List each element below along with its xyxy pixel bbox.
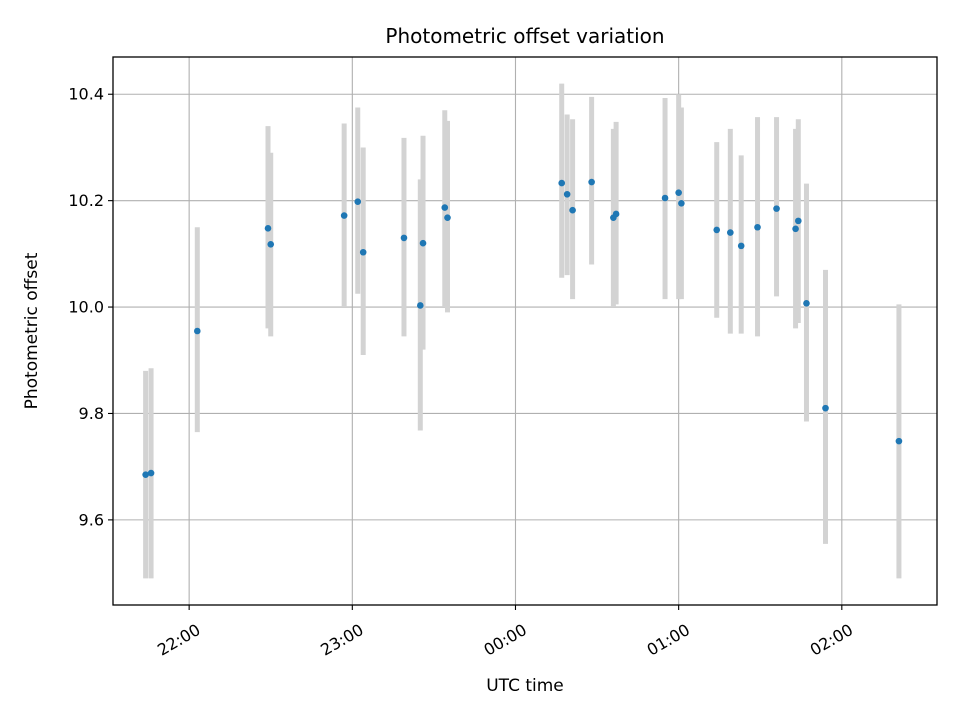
data-point <box>773 205 780 212</box>
data-point <box>822 404 829 412</box>
data-point <box>588 178 595 186</box>
y-axis-label: Photometric offset <box>22 252 42 409</box>
data-point <box>264 225 272 232</box>
data-point <box>569 206 576 214</box>
y-tick-label: 9.8 <box>79 404 104 423</box>
data-point <box>563 190 571 198</box>
data-point <box>267 240 275 248</box>
data-point <box>678 200 685 207</box>
data-point <box>359 248 367 256</box>
data-point <box>795 217 802 225</box>
data-point <box>444 214 451 221</box>
plot-frame <box>112 56 938 606</box>
data-point <box>754 223 761 231</box>
data-point <box>142 471 149 478</box>
data-points <box>142 178 903 478</box>
y-tick-label: 10.0 <box>68 298 104 317</box>
data-point <box>558 179 566 187</box>
data-point <box>737 242 745 250</box>
data-point <box>417 302 424 309</box>
chart-title: Photometric offset variation <box>385 24 664 48</box>
data-point <box>354 198 362 206</box>
data-point <box>803 300 810 307</box>
data-point <box>147 469 155 477</box>
data-point <box>713 226 721 234</box>
data-point <box>419 239 427 247</box>
data-point <box>194 327 201 335</box>
data-point <box>400 234 408 242</box>
x-axis-label: UTC time <box>486 676 564 696</box>
data-point <box>612 210 620 218</box>
y-tick-label: 10.4 <box>68 85 104 104</box>
y-tick-label: 9.6 <box>79 510 104 529</box>
y-tick-label: 10.2 <box>68 191 104 210</box>
data-point <box>727 229 734 236</box>
data-point <box>340 212 348 219</box>
data-point <box>441 204 449 211</box>
data-point <box>792 225 799 233</box>
data-point <box>661 194 669 202</box>
data-point <box>675 189 682 196</box>
y-axis-ticks: 9.6 9.8 10.0 10.2 10.4 <box>68 85 113 529</box>
data-point <box>895 437 903 445</box>
